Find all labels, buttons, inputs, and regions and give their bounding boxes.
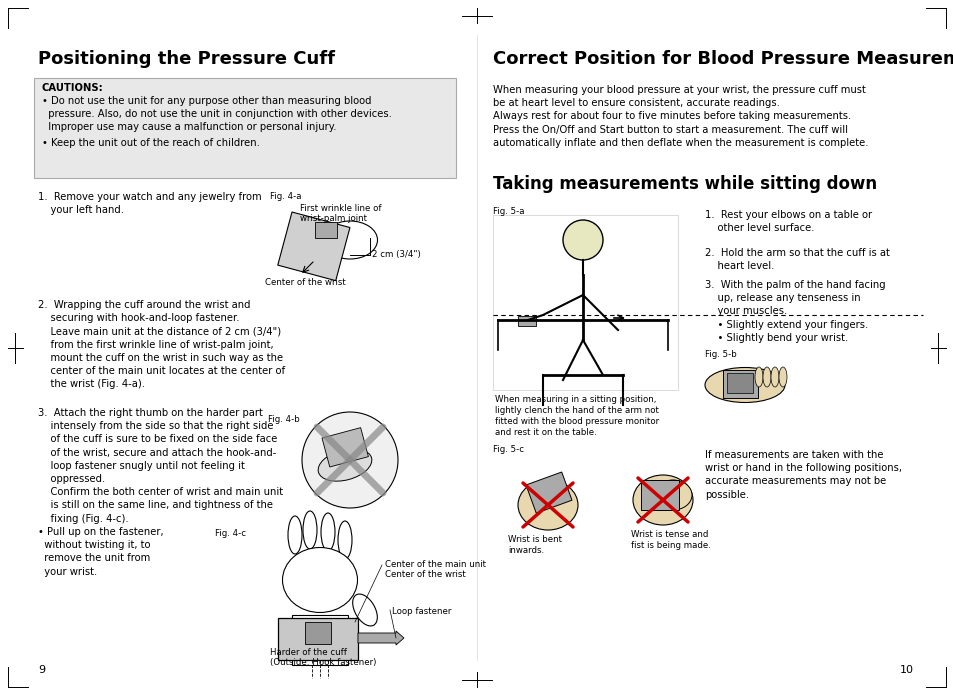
Text: Center of the main unit: Center of the main unit xyxy=(385,560,485,569)
Text: Harder of the cuff: Harder of the cuff xyxy=(270,648,347,657)
Ellipse shape xyxy=(762,367,770,387)
Text: When measuring your blood pressure at your wrist, the pressure cuff must
be at h: When measuring your blood pressure at yo… xyxy=(493,85,867,148)
Bar xyxy=(277,618,357,660)
Text: Fig. 4-b: Fig. 4-b xyxy=(268,415,299,424)
Text: Fig. 5-c: Fig. 5-c xyxy=(493,445,523,454)
FancyBboxPatch shape xyxy=(34,78,456,178)
Text: 9: 9 xyxy=(38,665,45,675)
Ellipse shape xyxy=(654,480,691,510)
Text: • Pull up on the fastener,
  without twisting it, to
  remove the unit from
  yo: • Pull up on the fastener, without twist… xyxy=(38,527,164,577)
Ellipse shape xyxy=(633,475,692,525)
Text: • Do not use the unit for any purpose other than measuring blood
  pressure. Als: • Do not use the unit for any purpose ot… xyxy=(42,96,392,131)
Ellipse shape xyxy=(317,449,372,481)
Ellipse shape xyxy=(303,511,316,549)
Text: 3.  Attach the right thumb on the harder part
    intensely from the side so tha: 3. Attach the right thumb on the harder … xyxy=(38,408,283,523)
Bar xyxy=(722,370,758,398)
Text: Loop fastener: Loop fastener xyxy=(392,607,451,616)
Ellipse shape xyxy=(770,367,779,387)
Text: 3.  With the palm of the hand facing
    up, release any tenseness in
    your m: 3. With the palm of the hand facing up, … xyxy=(704,280,884,343)
Text: wrist-palm joint: wrist-palm joint xyxy=(299,214,367,223)
Text: Wrist is bent
inwards.: Wrist is bent inwards. xyxy=(507,535,561,555)
Text: If measurements are taken with the
wrist or hand in the following positions,
acc: If measurements are taken with the wrist… xyxy=(704,450,901,500)
Bar xyxy=(726,373,752,393)
Circle shape xyxy=(562,220,602,260)
Circle shape xyxy=(302,412,397,508)
Bar xyxy=(517,316,536,326)
Text: • Keep the unit out of the reach of children.: • Keep the unit out of the reach of chil… xyxy=(42,138,259,148)
Ellipse shape xyxy=(754,367,762,387)
Text: First wrinkle line of: First wrinkle line of xyxy=(299,204,381,213)
Text: CAUTIONS:: CAUTIONS: xyxy=(42,83,104,93)
Text: Taking measurements while sitting down: Taking measurements while sitting down xyxy=(493,175,876,193)
Ellipse shape xyxy=(282,548,357,612)
Text: 2.  Hold the arm so that the cuff is at
    heart level.: 2. Hold the arm so that the cuff is at h… xyxy=(704,248,889,271)
Text: When measuring in a sitting position,
lightly clench the hand of the arm not
fit: When measuring in a sitting position, li… xyxy=(495,395,659,437)
Text: Fig. 4-a: Fig. 4-a xyxy=(270,192,301,201)
Text: 2 cm (3/4"): 2 cm (3/4") xyxy=(372,250,420,259)
Ellipse shape xyxy=(704,368,784,402)
Text: Correct Position for Blood Pressure Measurement: Correct Position for Blood Pressure Meas… xyxy=(493,50,953,68)
FancyArrow shape xyxy=(357,631,403,645)
Ellipse shape xyxy=(288,516,302,554)
FancyBboxPatch shape xyxy=(493,215,678,390)
Text: Fig. 4-c: Fig. 4-c xyxy=(214,529,246,538)
Bar xyxy=(305,622,331,644)
Text: Positioning the Pressure Cuff: Positioning the Pressure Cuff xyxy=(38,50,335,68)
Bar xyxy=(322,427,368,467)
Ellipse shape xyxy=(320,513,335,551)
Ellipse shape xyxy=(353,594,377,626)
Bar xyxy=(640,480,679,510)
Text: 2.  Wrapping the cuff around the wrist and
    securing with hook-and-loop faste: 2. Wrapping the cuff around the wrist an… xyxy=(38,300,285,389)
Text: (Outside: Hook fastener): (Outside: Hook fastener) xyxy=(270,658,376,667)
Ellipse shape xyxy=(517,480,578,530)
Bar xyxy=(292,615,348,665)
Text: 1.  Remove your watch and any jewelry from
    your left hand.: 1. Remove your watch and any jewelry fro… xyxy=(38,192,261,215)
Text: Center of the wrist: Center of the wrist xyxy=(385,570,465,579)
Text: Wrist is tense and
fist is being made.: Wrist is tense and fist is being made. xyxy=(630,530,710,550)
Ellipse shape xyxy=(337,521,352,559)
Ellipse shape xyxy=(322,221,377,259)
Text: Fig. 5-a: Fig. 5-a xyxy=(493,207,524,216)
Ellipse shape xyxy=(779,367,786,387)
Text: 1.  Rest your elbows on a table or
    other level surface.: 1. Rest your elbows on a table or other … xyxy=(704,210,871,234)
Text: Center of the wrist: Center of the wrist xyxy=(265,278,345,287)
Bar xyxy=(525,472,572,513)
Text: 10: 10 xyxy=(899,665,913,675)
Text: Fig. 5-b: Fig. 5-b xyxy=(704,350,736,359)
Bar xyxy=(314,222,336,238)
Bar xyxy=(277,212,350,281)
